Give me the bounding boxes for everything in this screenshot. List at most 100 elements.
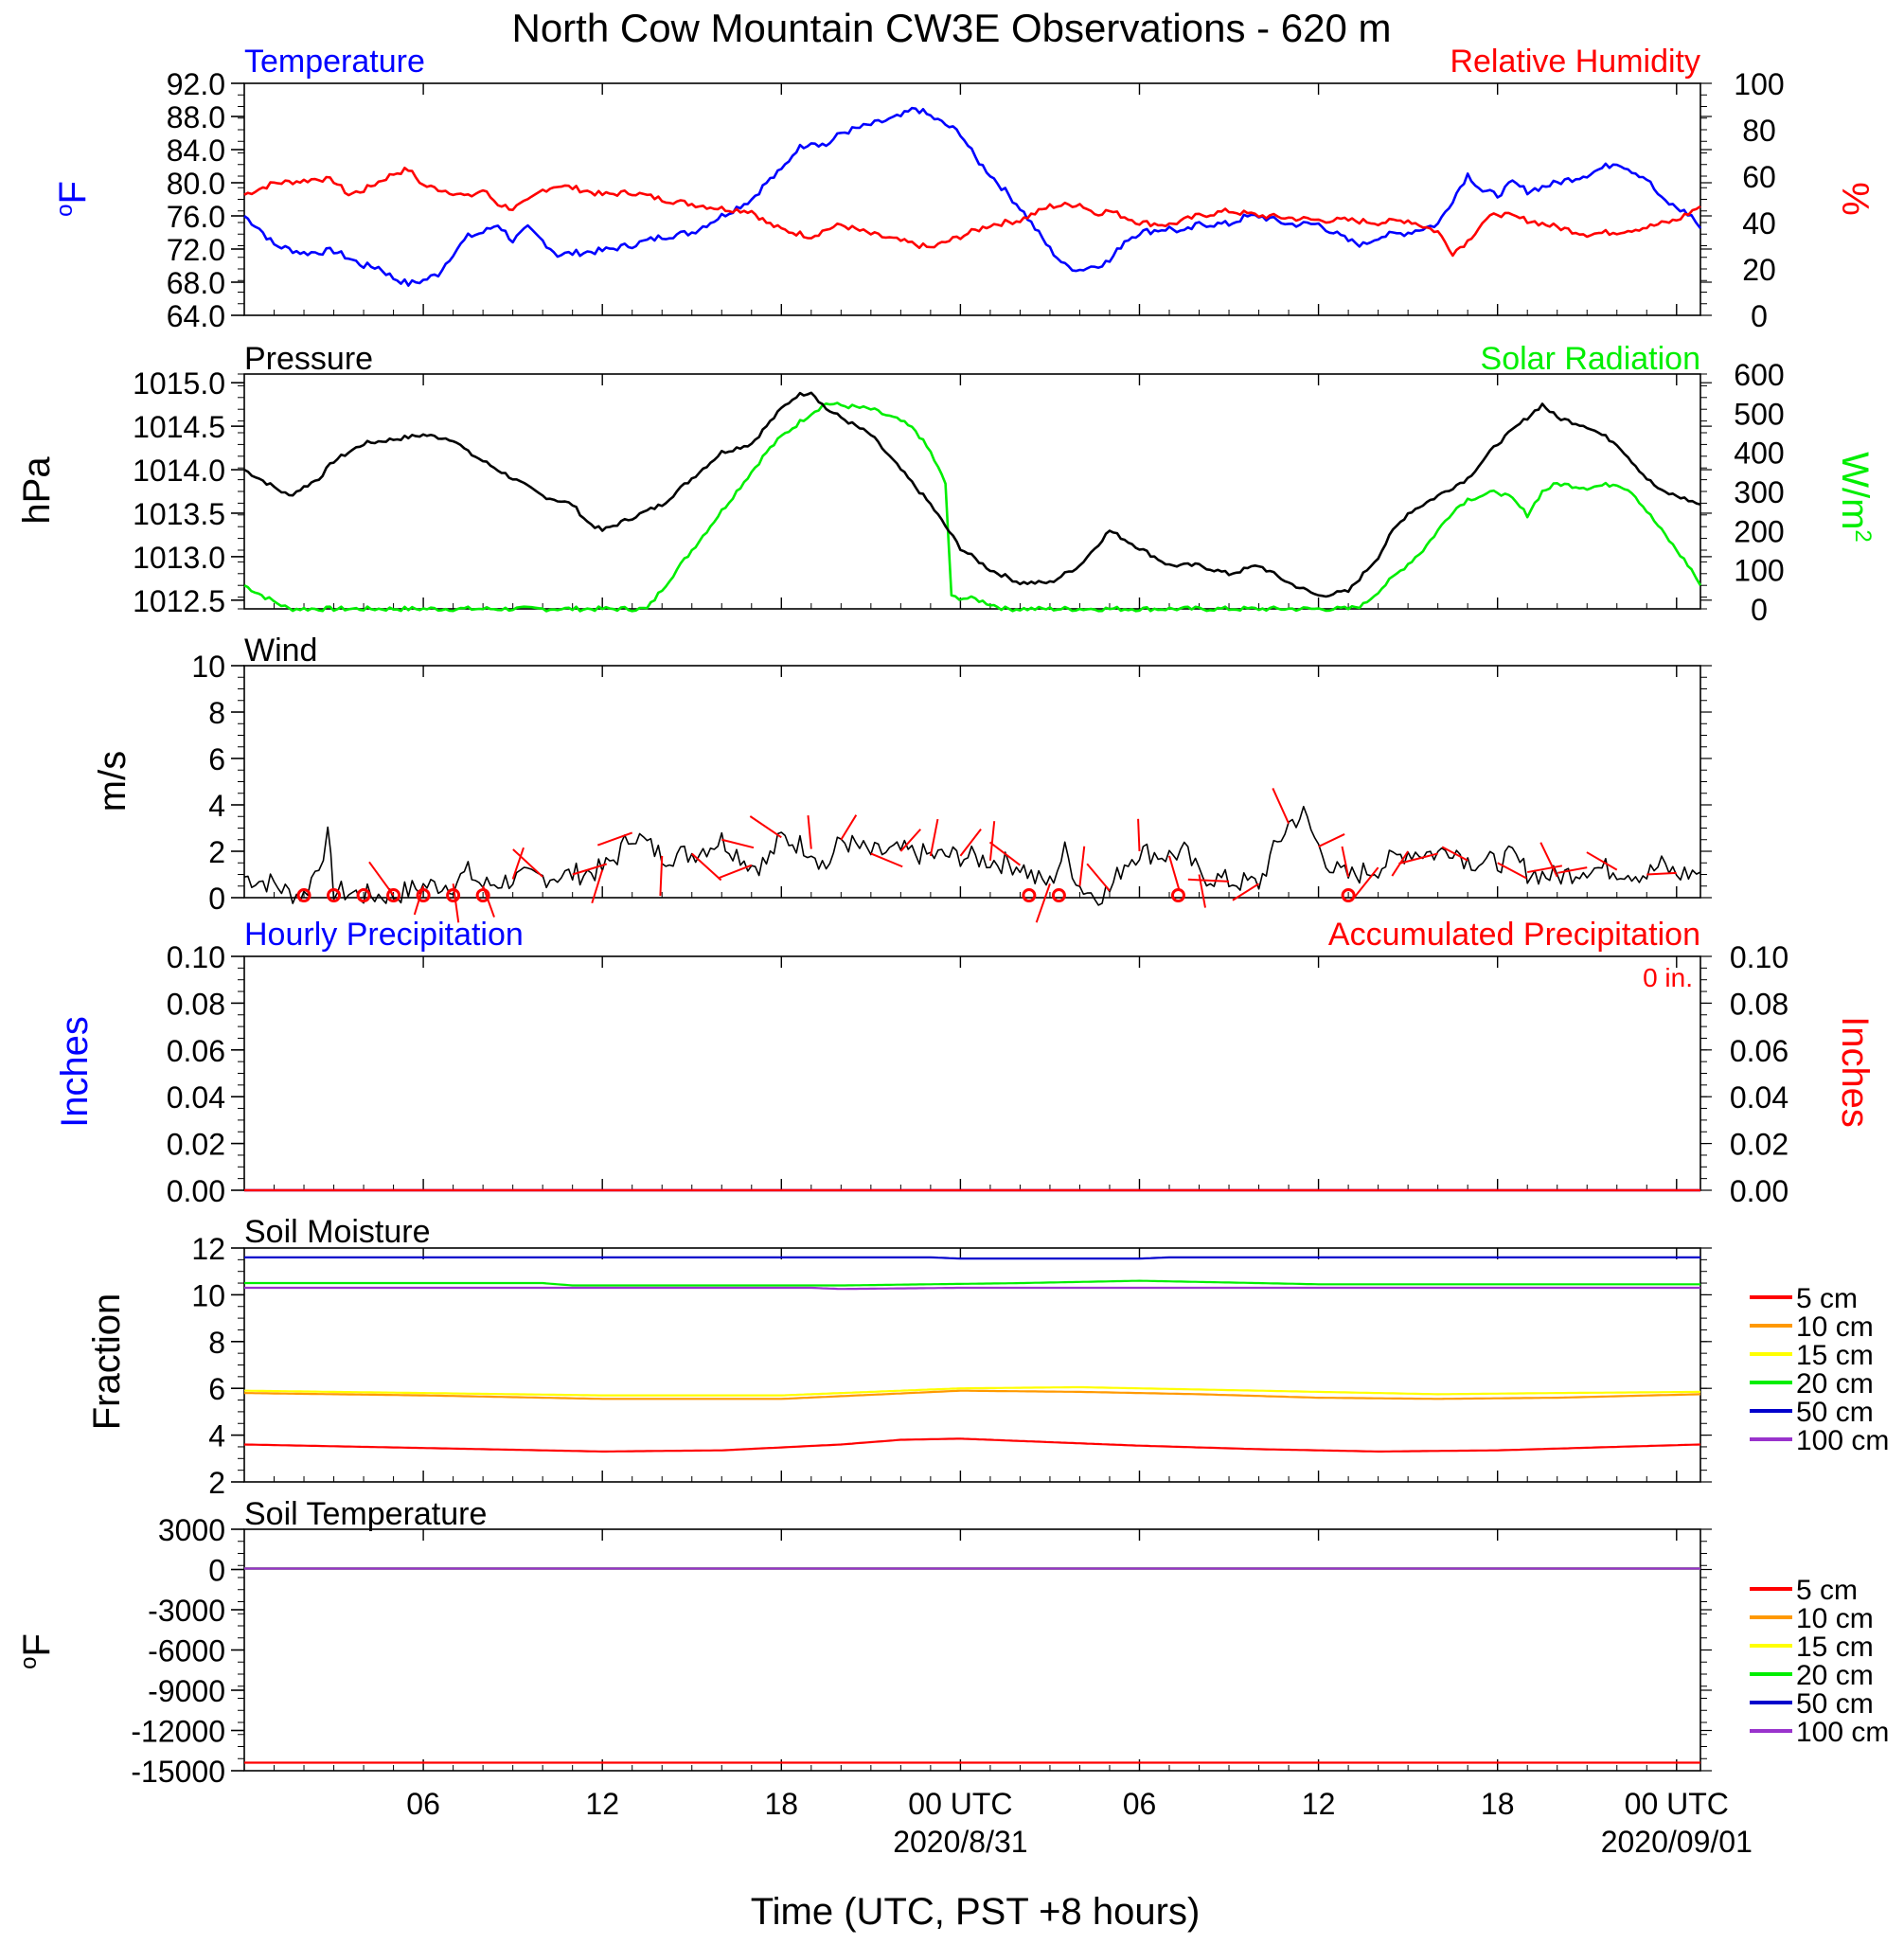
y-tick-label: 3000 (158, 1513, 225, 1547)
solar-radiation-title: Solar Radiation (1481, 341, 1700, 377)
wind-barb (1035, 883, 1051, 923)
legend-label: 20 cm (1796, 1660, 1874, 1691)
soil-moisture-unit: Fraction (86, 1293, 128, 1431)
y-tick-label: 1013.0 (133, 541, 225, 575)
y-tick-label: -6000 (148, 1634, 225, 1668)
plot-frame (243, 1528, 1701, 1772)
calm-wind-marker (1022, 888, 1037, 903)
x-tick-label: 06 (406, 1787, 440, 1821)
wind-barb (591, 869, 604, 904)
legend-label: 50 cm (1796, 1688, 1874, 1720)
y-right-tick-label: 300 (1734, 475, 1784, 509)
soil-moisture-title: Soil Moisture (244, 1214, 431, 1250)
soil-moisture-unit-label: Fraction (86, 1293, 128, 1431)
y-tick-label: 64.0 (167, 299, 225, 333)
figure-title: North Cow Mountain CW3E Observations - 6… (511, 6, 1391, 50)
y-right-tick-label: 100 (1734, 67, 1784, 101)
wind-barb (988, 821, 996, 861)
soil-line-5cm (243, 1437, 1701, 1453)
calm-wind-marker (296, 888, 311, 903)
soil-temperature-unit: F (16, 1633, 58, 1656)
soil-line-10cm (243, 1389, 1701, 1400)
wind-barb (1527, 865, 1563, 874)
wind-title: Wind (244, 633, 317, 669)
y-right-tick-label: 0.02 (1730, 1128, 1788, 1162)
y-tick-label: 80.0 (167, 167, 225, 201)
y-tick-label: 4 (208, 789, 225, 823)
y-tick-label: 0.08 (167, 987, 225, 1021)
y-right-tick-label: 60 (1742, 160, 1776, 194)
y-tick-label: 1014.5 (133, 410, 225, 444)
y-tick-label: -9000 (148, 1674, 225, 1708)
calm-wind-marker (416, 888, 431, 903)
wind-barb (1187, 878, 1230, 883)
hourly-precip-axis-ticks: 0.10 0.08 0.06 0.04 0.02 0.00 (167, 940, 1712, 1208)
wind-barb (721, 838, 755, 849)
wind-barb (1441, 846, 1468, 862)
legend-label: 100 cm (1796, 1425, 1889, 1456)
x-tick-label: 12 (1302, 1787, 1336, 1821)
calm-wind-marker (1051, 888, 1066, 903)
wind-barb (1586, 851, 1618, 871)
humidity-unit: % (1834, 182, 1876, 216)
accum-precip-unit-label: Inches (1834, 1016, 1876, 1128)
pressure-title: Pressure (244, 341, 373, 377)
wind-barb (929, 818, 939, 857)
wind-barb (1398, 852, 1438, 865)
wind-panel: Wind 10 8 6 4 2 0 m/s (92, 633, 1712, 923)
y-tick-label: 6 (208, 742, 225, 776)
x-date-label: 2020/09/01 (1601, 1825, 1753, 1859)
legend-label: 20 cm (1796, 1368, 1874, 1400)
y-tick-label: 2 (208, 1466, 225, 1500)
soil-temperature-unit-label: oF (16, 1633, 58, 1669)
y-right-tick-label: 100 (1734, 554, 1784, 588)
calm-wind-marker (475, 888, 490, 903)
y-tick-label: 8 (208, 1326, 225, 1360)
pressure-panel: Pressure Solar Radiation 1015.01014.5101… (16, 341, 1876, 627)
y-tick-label: 0.04 (167, 1080, 225, 1115)
y-tick-label: 88.0 (167, 100, 225, 134)
wind-barb (511, 847, 525, 880)
y-tick-label: 8 (208, 696, 225, 730)
wind-barb (1646, 871, 1677, 876)
wind-barb (1078, 846, 1086, 886)
wind-barb (1352, 866, 1379, 900)
legend-label: 15 cm (1796, 1632, 1874, 1663)
y-tick-label: 76.0 (167, 200, 225, 234)
x-date-label: 2020/8/31 (893, 1825, 1027, 1859)
legend-label: 5 cm (1796, 1575, 1858, 1606)
y-tick-label: -15000 (131, 1755, 225, 1789)
y-right-tick-label: 0.04 (1730, 1080, 1788, 1115)
temperature-panel: Temperature Relative Humidity 92.088.084… (52, 44, 1876, 333)
y-tick-label: 1013.5 (133, 497, 225, 531)
y-right-tick-label: 0.10 (1730, 940, 1788, 974)
temperature-line (243, 106, 1702, 287)
wind-barb (512, 848, 543, 878)
x-tick-label: 00 UTC (1625, 1787, 1729, 1821)
calm-wind-marker (446, 888, 461, 903)
temperature-axis-ticks: 92.088.084.080.076.072.068.064.0 (167, 67, 1712, 333)
wind-barb (1086, 863, 1111, 892)
accum-precip-total: 0 in. (1643, 963, 1693, 992)
y-tick-label: 68.0 (167, 266, 225, 300)
y-right-tick-label: 0.00 (1730, 1174, 1788, 1208)
pressure-line (243, 391, 1701, 598)
humidity-axis-ticks: 100 80 60 40 20 0 (1734, 67, 1784, 333)
y-right-tick-label: 0 (1751, 299, 1768, 333)
temperature-unit: F (52, 181, 94, 204)
y-tick-label: 0.02 (167, 1128, 225, 1162)
y-tick-label: 4 (208, 1419, 225, 1454)
time-axis: 06 12 18 00 UTC 06 12 18 00 UTC 2020/8/31 2020/09… (406, 1787, 1753, 1859)
wind-barb (749, 815, 782, 839)
wind-barb (959, 829, 982, 857)
y-right-tick-label: 40 (1742, 206, 1776, 241)
wind-barb (1497, 862, 1527, 880)
soil-line-20cm (244, 1279, 1700, 1287)
y-tick-label: 1012.5 (133, 584, 225, 618)
y-right-tick-label: 200 (1734, 514, 1784, 548)
wind-barb (1137, 818, 1141, 852)
y-right-tick-label: 0.06 (1730, 1034, 1788, 1068)
wind-barb (1557, 866, 1588, 874)
